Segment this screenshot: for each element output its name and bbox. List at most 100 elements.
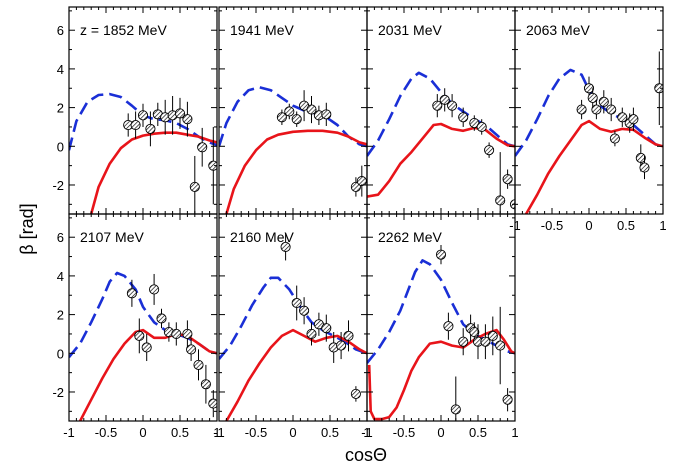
x-tick-label: 0.5	[171, 425, 189, 440]
x-tick-label: -0.5	[245, 425, 267, 440]
panel-2: 1941 MeV	[218, 6, 368, 215]
panel-frame	[218, 213, 368, 422]
x-tick-label: 1	[659, 218, 666, 233]
y-axis-title: β [rad]	[17, 203, 37, 254]
data-point	[635, 152, 646, 163]
data-point	[280, 241, 291, 252]
data-point	[276, 112, 287, 123]
data-point	[284, 106, 295, 117]
data-point	[137, 110, 149, 121]
solid-curve	[524, 119, 663, 214]
data-point	[189, 181, 200, 192]
y-tick-label: 4	[57, 62, 64, 77]
x-tick-label: -1	[63, 425, 75, 440]
x-tick-label: -1	[361, 425, 373, 440]
data-point	[343, 330, 354, 341]
solid-curve	[225, 328, 367, 421]
data-point	[200, 379, 211, 390]
data-point	[306, 328, 317, 339]
data-point	[299, 305, 310, 316]
data-point	[336, 340, 347, 351]
solid-curve	[225, 129, 367, 214]
data-point	[126, 288, 137, 299]
panel-6: 2160 MeV -1 -0.5 0 0.5 1	[213, 213, 371, 440]
data-point	[576, 104, 587, 115]
data-point	[476, 121, 487, 132]
x-tick-label: 0	[585, 218, 592, 233]
solid-curve	[367, 122, 515, 198]
data-point	[156, 313, 167, 324]
panel-label: 1941 MeV	[230, 22, 294, 38]
panel-frame	[514, 6, 664, 215]
y-tick-label: 0	[57, 139, 64, 154]
y-tick-label: 0	[57, 346, 64, 361]
x-tick-label: -0.5	[541, 218, 563, 233]
data-point	[487, 330, 498, 341]
data-point	[480, 336, 491, 347]
data-point	[495, 195, 506, 206]
data-point	[435, 249, 447, 260]
x-tick-label: 0	[437, 425, 444, 440]
data-point	[291, 297, 302, 309]
data-point	[149, 284, 160, 295]
data-point	[469, 326, 480, 338]
y-tick-label: 2	[57, 101, 64, 116]
data-point	[306, 104, 317, 115]
solid-curve	[89, 131, 217, 214]
y-tick-label: -2	[52, 178, 64, 193]
data-point	[145, 123, 156, 134]
data-point	[321, 323, 332, 334]
data-point	[598, 96, 609, 107]
data-point	[186, 344, 197, 355]
data-point	[502, 394, 513, 405]
x-tick-label: 0.5	[617, 218, 635, 233]
y-tick-label: 2	[57, 308, 64, 323]
data-point	[208, 160, 217, 171]
panel-7: 2262 MeV -1 -0.5 0 0.5 1	[361, 213, 519, 440]
y-tick-label: 4	[57, 269, 64, 284]
data-point	[617, 112, 628, 123]
panel-label: 2262 MeV	[378, 229, 442, 245]
x-axis-title: cosΘ	[345, 445, 387, 465]
data-point	[174, 108, 186, 119]
data-point	[495, 340, 506, 351]
data-point	[484, 145, 495, 156]
data-point	[439, 94, 450, 105]
data-point	[587, 92, 598, 103]
panel-3: 2031 MeV	[366, 6, 516, 215]
data-point	[432, 100, 443, 111]
panel-label: 2063 MeV	[526, 22, 590, 38]
x-tick-label: 0	[139, 425, 146, 440]
panel-label: z = 1852 MeV	[80, 22, 167, 38]
data-point	[350, 388, 361, 399]
data-point	[197, 142, 208, 153]
dashed-curve	[219, 86, 367, 148]
data-point	[134, 330, 145, 341]
panel-label: 2160 MeV	[230, 229, 294, 245]
data-point	[458, 336, 469, 347]
data-point	[458, 112, 469, 123]
panel-4: 2063 MeV-1 -0.5 0 0.5 1	[509, 6, 667, 233]
x-tick-label: 0.5	[469, 425, 487, 440]
solid-curve	[78, 328, 217, 421]
data-point	[182, 328, 193, 339]
data-point	[208, 398, 217, 409]
panel-label: 2031 MeV	[378, 22, 442, 38]
y-tick-label: 6	[57, 230, 64, 245]
data-point	[171, 328, 182, 339]
data-point	[591, 104, 602, 115]
x-tick-label: -1	[213, 425, 225, 440]
panel-5: 2107 MeV -2 0 2 4 6 -1 -0.5 0 0.5 1	[52, 213, 221, 440]
panel-1: z = 1852 MeV -2 0 2 4 6	[52, 6, 218, 215]
data-point	[291, 114, 302, 125]
data-point	[628, 114, 639, 125]
data-point	[450, 404, 461, 415]
data-point	[583, 83, 595, 94]
x-tick-label: 0.5	[321, 425, 339, 440]
data-point	[356, 176, 367, 187]
dashed-curve	[515, 68, 663, 157]
data-point	[193, 359, 204, 370]
panel-grid: z = 1852 MeV -2 0 2 4 6 1941 MeV 2031 MeV 2063 M…	[52, 6, 667, 440]
x-tick-label: -0.5	[393, 425, 415, 440]
y-tick-label: 6	[57, 23, 64, 38]
